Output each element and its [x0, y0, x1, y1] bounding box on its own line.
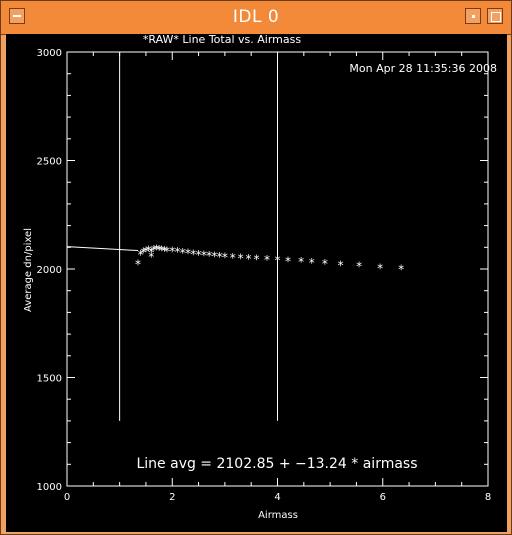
data-point: *: [206, 249, 212, 263]
data-point: *: [169, 245, 175, 259]
menu-icon[interactable]: [9, 8, 25, 24]
y-tick-label: 2500: [37, 157, 62, 168]
data-point: *: [153, 242, 159, 256]
x-tick-label: 0: [64, 492, 70, 503]
minimize-icon[interactable]: [465, 8, 481, 24]
data-point: *: [175, 245, 181, 259]
data-point: *: [246, 252, 252, 266]
y-tick-label: 3000: [37, 48, 62, 59]
data-point: *: [377, 261, 383, 275]
y-tick-label: 1500: [37, 374, 62, 385]
data-point: *: [217, 250, 223, 264]
data-point: *: [230, 251, 236, 265]
fit-line-group: [66, 246, 139, 252]
data-point: *: [253, 253, 259, 267]
fit-equation: Line avg = 2102.85 + −13.24 * airmass: [136, 456, 417, 472]
data-point: *: [211, 250, 217, 264]
window-title: IDL 0: [232, 7, 280, 27]
fit-line: [66, 246, 139, 252]
data-point: *: [238, 252, 244, 266]
plot-title: *RAW* Line Total vs. Airmass: [143, 34, 301, 46]
data-point: *: [285, 254, 291, 268]
data-point: *: [156, 243, 162, 257]
data-point: *: [196, 248, 202, 262]
data-point: *: [159, 243, 165, 257]
data-point: *: [201, 248, 207, 262]
data-point: *: [338, 259, 344, 273]
x-tick-label: 2: [169, 492, 175, 503]
data-point: *: [140, 246, 146, 260]
data-point: *: [309, 256, 315, 270]
data-point: *: [164, 244, 170, 258]
x-tick-label: 8: [485, 492, 491, 503]
data-point: *: [143, 245, 149, 259]
plot-axes: 0 2 4 6 8 1000 1500 2000 2500 3000: [37, 48, 492, 503]
x-tick-label: 6: [380, 492, 386, 503]
data-point: *: [264, 253, 270, 267]
data-point: *: [146, 243, 152, 257]
x-axis-label: Airmass: [258, 510, 298, 521]
data-point: *: [298, 255, 304, 269]
data-point: *: [148, 246, 154, 260]
y-tick-label: 2000: [37, 265, 62, 276]
data-point: *: [275, 254, 281, 268]
maximize-icon[interactable]: [487, 8, 503, 24]
timestamp: Mon Apr 28 11:35:36 2008: [349, 62, 497, 75]
data-point: *: [190, 247, 196, 261]
data-point: *: [161, 244, 167, 258]
data-point: *: [138, 248, 144, 262]
data-point: *: [185, 247, 191, 261]
y-axis-label: Average dn/pixel: [23, 228, 34, 312]
y-tick-label: 1000: [37, 482, 62, 493]
vertical-marker-lines: [119, 52, 278, 421]
x-tick-label: 4: [274, 492, 280, 503]
data-point: *: [356, 260, 362, 274]
data-point: *: [322, 257, 328, 271]
data-point: *: [148, 250, 154, 264]
data-points: ************* * * * * * * * * * * * * * * * * * * * * * * * * *: [135, 242, 404, 276]
data-point: *: [135, 258, 141, 272]
plot-area: 0 2 4 6 8 1000 1500 2000 2500 3000 * * * * * * * * * * * * * *…: [6, 34, 507, 532]
data-point: *: [222, 250, 228, 264]
title-bar[interactable]: IDL 0: [1, 1, 511, 35]
data-point: *: [151, 243, 157, 257]
data-point: *: [180, 246, 186, 260]
data-point: *: [398, 262, 404, 276]
